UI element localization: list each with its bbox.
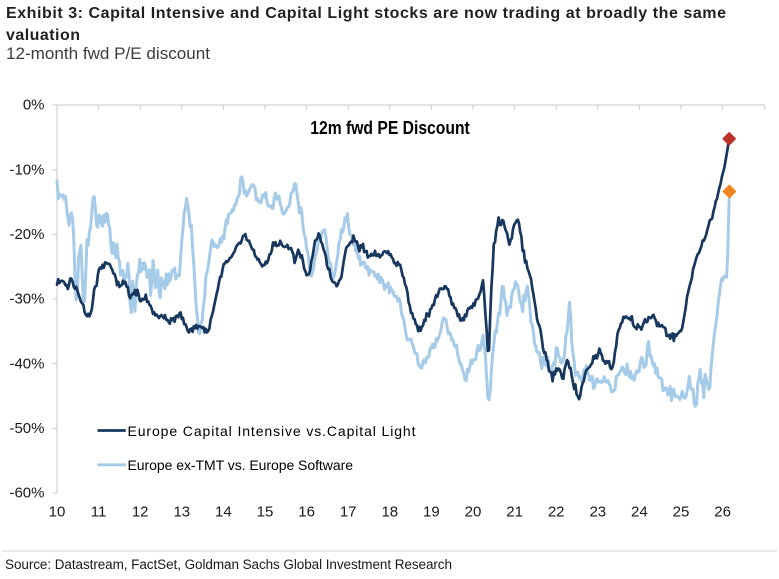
svg-text:16: 16	[298, 504, 315, 521]
svg-text:26: 26	[714, 504, 731, 521]
svg-text:13: 13	[173, 504, 190, 521]
svg-text:-20%: -20%	[9, 226, 44, 243]
svg-text:Source: Datastream, FactSet, G: Source: Datastream, FactSet, Goldman Sac…	[5, 557, 452, 572]
svg-text:10: 10	[49, 504, 66, 521]
svg-text:20: 20	[465, 504, 482, 521]
svg-text:-50%: -50%	[9, 420, 44, 437]
svg-text:12m fwd PE Discount: 12m fwd PE Discount	[310, 117, 470, 138]
svg-text:-30%: -30%	[9, 291, 44, 308]
svg-text:17: 17	[340, 504, 357, 521]
svg-text:15: 15	[257, 504, 274, 521]
svg-text:Exhibit 3: Capital Intensive a: Exhibit 3: Capital Intensive and Capital…	[6, 5, 726, 22]
svg-text:19: 19	[423, 504, 440, 521]
svg-text:-40%: -40%	[9, 355, 44, 372]
svg-text:valuation: valuation	[6, 27, 80, 44]
svg-text:18: 18	[381, 504, 398, 521]
svg-text:Europe ex-TMT vs. Europe Softw: Europe ex-TMT vs. Europe Software	[128, 457, 354, 473]
svg-text:12: 12	[132, 504, 149, 521]
svg-text:-60%: -60%	[9, 485, 44, 502]
svg-text:23: 23	[589, 504, 606, 521]
svg-text:0%: 0%	[23, 97, 45, 114]
svg-text:21: 21	[506, 504, 523, 521]
svg-text:Europe Capital Intensive vs.Ca: Europe Capital Intensive vs.Capital Ligh…	[128, 423, 416, 439]
svg-text:24: 24	[631, 504, 648, 521]
svg-text:14: 14	[215, 504, 232, 521]
svg-text:12-month fwd P/E discount: 12-month fwd P/E discount	[6, 44, 210, 63]
svg-text:-10%: -10%	[9, 161, 44, 178]
svg-text:22: 22	[548, 504, 565, 521]
svg-text:25: 25	[673, 504, 690, 521]
svg-text:11: 11	[91, 504, 107, 521]
